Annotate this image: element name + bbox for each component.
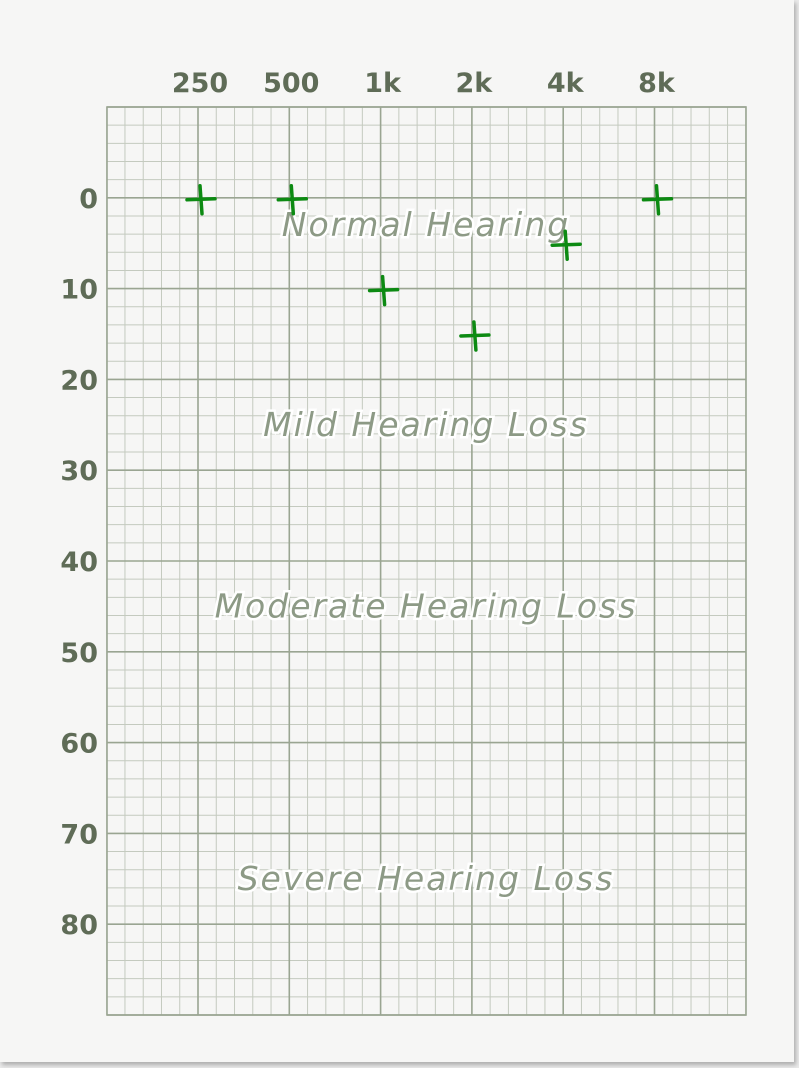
x-tick-label: 500 bbox=[263, 68, 319, 99]
y-tick-label: 70 bbox=[60, 819, 98, 850]
band-label: Normal Hearing bbox=[282, 205, 570, 244]
band-label: Mild Hearing Loss bbox=[263, 405, 589, 444]
x-tick-label: 8k bbox=[638, 68, 676, 99]
chart-grid bbox=[106, 106, 747, 1016]
data-point-plus bbox=[459, 320, 491, 352]
y-tick-label: 10 bbox=[60, 275, 98, 306]
y-tick-label: 80 bbox=[60, 910, 98, 941]
data-point-plus bbox=[550, 229, 582, 261]
data-points bbox=[185, 184, 674, 352]
y-tick-label: 0 bbox=[79, 184, 98, 215]
plus-vertical-stroke bbox=[563, 229, 569, 261]
plus-vertical-stroke bbox=[380, 274, 387, 307]
y-tick-label: 30 bbox=[60, 456, 98, 487]
y-tick-label: 40 bbox=[60, 547, 98, 578]
x-tick-label: 1k bbox=[364, 68, 402, 99]
data-point-plus bbox=[641, 184, 674, 216]
y-tick-label: 20 bbox=[60, 365, 98, 396]
x-tick-label: 250 bbox=[172, 68, 228, 99]
plus-vertical-stroke bbox=[198, 184, 204, 216]
band-label: Moderate Hearing Loss bbox=[215, 586, 638, 625]
x-tick-label: 2k bbox=[456, 68, 494, 99]
x-tick-labels: 250 500 1k 2k 4k 8k bbox=[172, 68, 676, 99]
plus-vertical-stroke bbox=[289, 184, 296, 216]
data-point-plus bbox=[185, 184, 217, 216]
hearing-band-labels: Normal Hearing Mild Hearing Loss Moderate … bbox=[212, 203, 638, 901]
data-point-plus bbox=[367, 274, 400, 307]
x-tick-label: 4k bbox=[547, 68, 585, 99]
y-tick-label: 60 bbox=[60, 729, 98, 760]
y-tick-labels: 0 10 20 30 40 50 60 70 80 bbox=[60, 184, 98, 941]
plus-vertical-stroke bbox=[654, 184, 661, 216]
plus-vertical-stroke bbox=[472, 320, 478, 352]
y-tick-label: 50 bbox=[60, 638, 98, 669]
data-point-plus bbox=[276, 184, 309, 216]
plot-frame bbox=[106, 106, 747, 1016]
band-label: Severe Hearing Loss bbox=[238, 859, 615, 898]
